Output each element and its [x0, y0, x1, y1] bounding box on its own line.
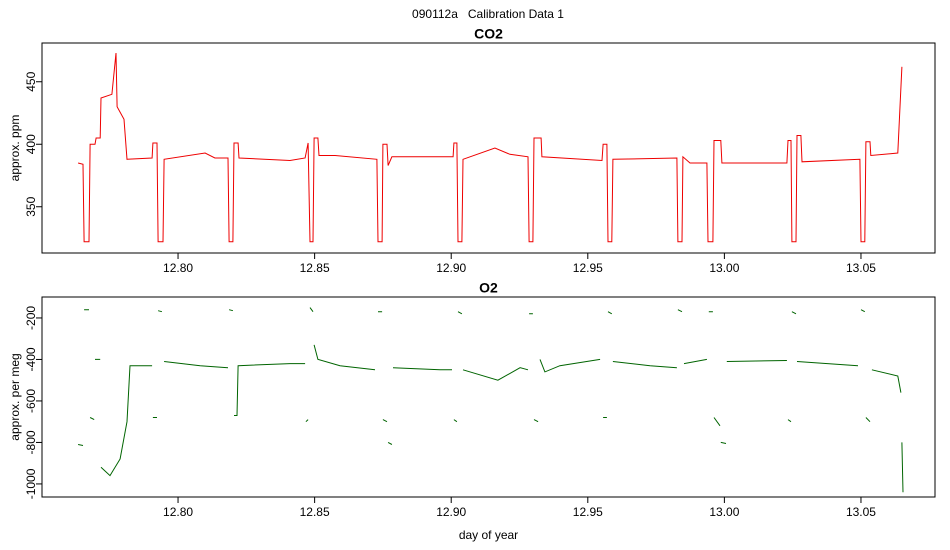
- panel-title: O2: [479, 280, 498, 296]
- x-tick-label: 13.05: [846, 261, 876, 275]
- x-tick-label: 13.05: [846, 505, 876, 519]
- y-tick-label: -1000: [24, 468, 38, 499]
- y-tick-label: -200: [24, 306, 38, 330]
- data-line: [78, 307, 904, 493]
- x-tick-label: 12.90: [436, 261, 466, 275]
- y-tick-label: -800: [24, 430, 38, 454]
- x-tick-label: 12.80: [163, 505, 193, 519]
- x-tick-label: 12.80: [163, 261, 193, 275]
- page-title: 090112a Calibration Data 1: [412, 7, 564, 21]
- y-tick-label: -400: [24, 347, 38, 371]
- y-tick-label: 400: [24, 134, 38, 154]
- x-tick-label: 12.95: [573, 261, 603, 275]
- plot-frame: [41, 296, 936, 498]
- x-axis-label: day of year: [459, 528, 518, 542]
- x-tick-label: 12.85: [300, 505, 330, 519]
- data-line: [77, 52, 903, 243]
- y-tick-label: -600: [24, 389, 38, 413]
- y-tick-label: 450: [24, 71, 38, 91]
- y-tick-label: 350: [24, 196, 38, 216]
- x-tick-label: 13.00: [709, 505, 739, 519]
- x-tick-label: 12.95: [573, 505, 603, 519]
- y-axis-label: approx. per meg: [8, 353, 22, 440]
- x-tick-label: 13.00: [709, 261, 739, 275]
- plot-frame: [41, 42, 936, 254]
- x-tick-label: 12.90: [436, 505, 466, 519]
- x-tick-label: 12.85: [300, 261, 330, 275]
- y-axis-label: approx. ppm: [8, 115, 22, 182]
- panel-title: CO2: [474, 26, 503, 42]
